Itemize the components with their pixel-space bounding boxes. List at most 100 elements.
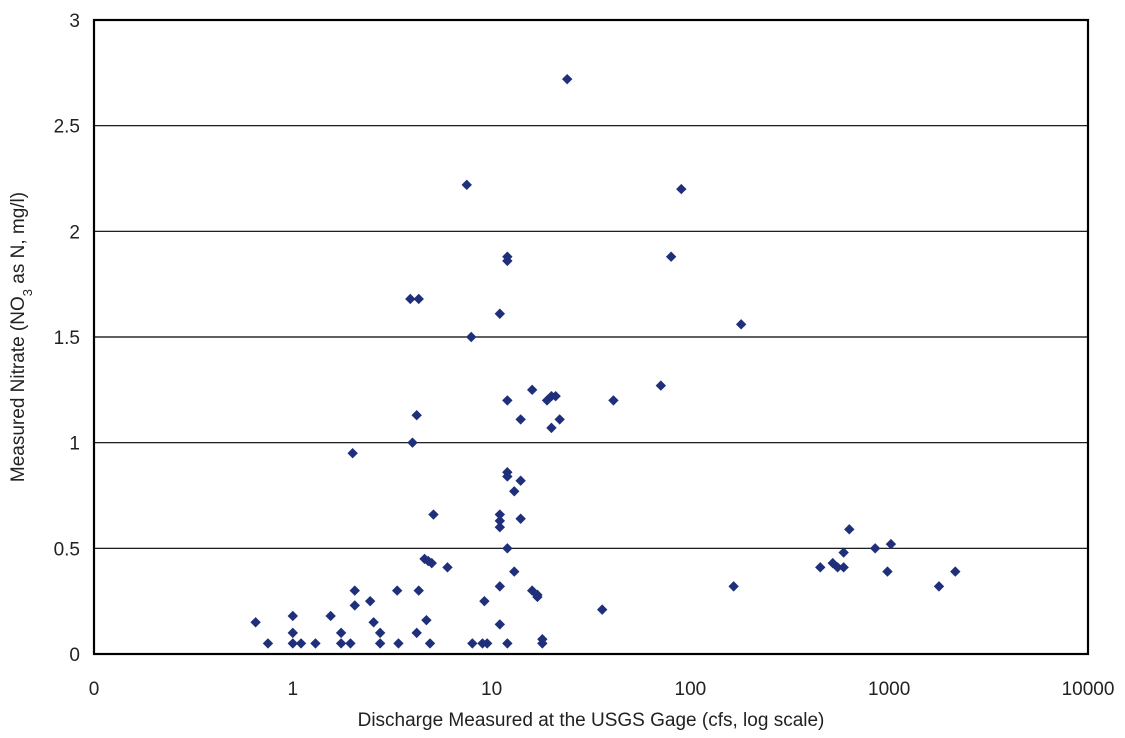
y-axis-title-main: Measured Nitrate (NO [8, 296, 29, 482]
data-point [364, 595, 376, 607]
y-tick-label: 0.5 [54, 539, 80, 560]
data-point [494, 308, 506, 319]
data-point [502, 638, 513, 649]
data-point [374, 627, 386, 639]
x-axis-title: Discharge Measured at the USGS Gage (cfs… [358, 710, 825, 731]
data-point [494, 581, 506, 592]
data-point [494, 522, 506, 533]
data-point [526, 585, 538, 596]
data-point [509, 486, 520, 497]
data-point [838, 547, 849, 558]
data-point [550, 390, 561, 402]
x-tick-label: 100 [675, 679, 707, 700]
x-tick-labels: 0 1 10 100 1000 10000 [89, 679, 1115, 700]
data-point [481, 638, 493, 649]
data-point [838, 562, 849, 573]
data-point [310, 638, 321, 649]
data-point [250, 617, 261, 628]
y-axis-title-subscript: 3 [20, 289, 35, 296]
data-point [509, 566, 520, 577]
data-point [502, 395, 513, 406]
data-point [882, 566, 893, 577]
data-point [428, 509, 439, 520]
data-point [608, 395, 619, 406]
data-point [933, 581, 945, 592]
data-point [411, 409, 422, 421]
data-point [665, 251, 677, 262]
data-point [494, 515, 506, 527]
data-point [421, 614, 432, 626]
y-tick-labels: 0 0.5 1 1.5 2 2.5 3 [54, 11, 80, 666]
x-tick-label: 1 [288, 679, 299, 700]
y-tick-label: 2.5 [54, 117, 80, 138]
data-point [515, 414, 526, 425]
data-point [393, 638, 404, 649]
data-point [349, 585, 360, 596]
data-point [537, 638, 548, 649]
data-point [391, 585, 403, 596]
data-point [423, 555, 434, 567]
data-point [287, 627, 298, 639]
data-point [335, 627, 347, 639]
data-point [442, 562, 453, 573]
data-point [515, 513, 526, 524]
data-point [596, 604, 608, 615]
data-point [407, 437, 418, 448]
data-point [515, 475, 526, 486]
x-tick-label: 10 [481, 679, 502, 700]
data-point [494, 509, 506, 520]
data-point [546, 422, 557, 434]
data-point [479, 595, 490, 607]
data-point [461, 179, 472, 191]
data-point [325, 610, 336, 622]
y-tick-label: 1 [69, 434, 80, 455]
y-tick-label: 2 [69, 222, 80, 243]
y-gridlines [94, 125, 1088, 549]
data-point [950, 566, 961, 577]
y-tick-label: 3 [69, 11, 80, 32]
data-point [349, 600, 360, 611]
data-point [368, 617, 379, 628]
data-point [345, 638, 356, 649]
y-axis-title-rest: as N, mg/l) [8, 192, 29, 289]
data-point [426, 557, 437, 569]
data-point [374, 638, 386, 649]
data-point [655, 380, 667, 391]
data-point [502, 543, 513, 554]
data-point [844, 524, 855, 535]
data-point [502, 255, 513, 267]
data-point [728, 581, 739, 592]
data-point [832, 562, 843, 573]
y-tick-label: 0 [69, 645, 80, 666]
data-point [295, 638, 307, 649]
data-point [262, 638, 274, 649]
data-point [869, 543, 881, 554]
data-points [250, 73, 961, 649]
data-point [467, 638, 478, 649]
y-axis-title: Measured Nitrate (NO3 as N, mg/l) [8, 192, 35, 482]
data-point [405, 293, 416, 305]
data-point [466, 331, 477, 343]
data-point [526, 384, 538, 396]
data-point [413, 293, 424, 305]
x-tick-label: 10000 [1062, 679, 1115, 700]
data-point [815, 562, 826, 573]
data-point [287, 610, 298, 622]
data-point [335, 638, 347, 649]
data-point [735, 319, 747, 330]
data-point [411, 627, 422, 639]
data-point [494, 619, 506, 630]
x-tick-label: 0 [89, 679, 100, 700]
data-point [287, 638, 298, 649]
y-tick-label: 1.5 [54, 328, 80, 349]
data-point [413, 585, 424, 596]
data-point [676, 183, 687, 195]
data-point [347, 448, 358, 459]
data-point [502, 471, 513, 482]
data-point [532, 591, 543, 603]
data-point [885, 538, 897, 550]
data-point [561, 73, 573, 85]
data-point [554, 414, 565, 425]
